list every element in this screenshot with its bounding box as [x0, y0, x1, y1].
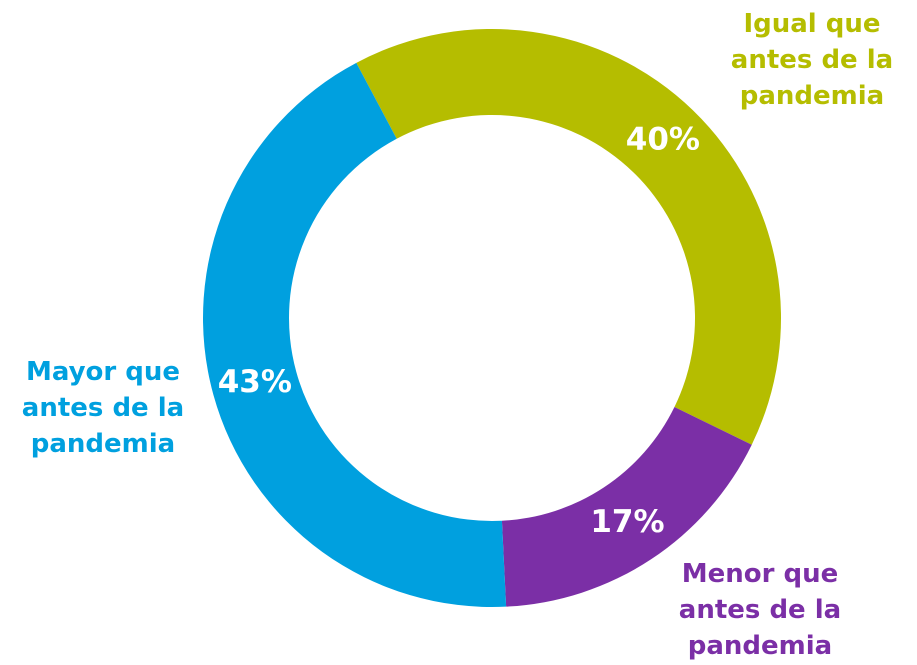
donut-segment — [501, 406, 752, 607]
category-label: Mayor que antes de la pandemia — [21, 357, 185, 459]
value-label: 40% — [626, 122, 700, 158]
donut-segment — [356, 28, 781, 445]
value-label: 43% — [218, 364, 292, 400]
value-label: 17% — [590, 504, 664, 540]
category-label: Igual que antes de la pandemia — [730, 9, 894, 111]
donut-segment — [203, 62, 507, 608]
category-label: Menor que antes de la pandemia — [678, 559, 842, 661]
